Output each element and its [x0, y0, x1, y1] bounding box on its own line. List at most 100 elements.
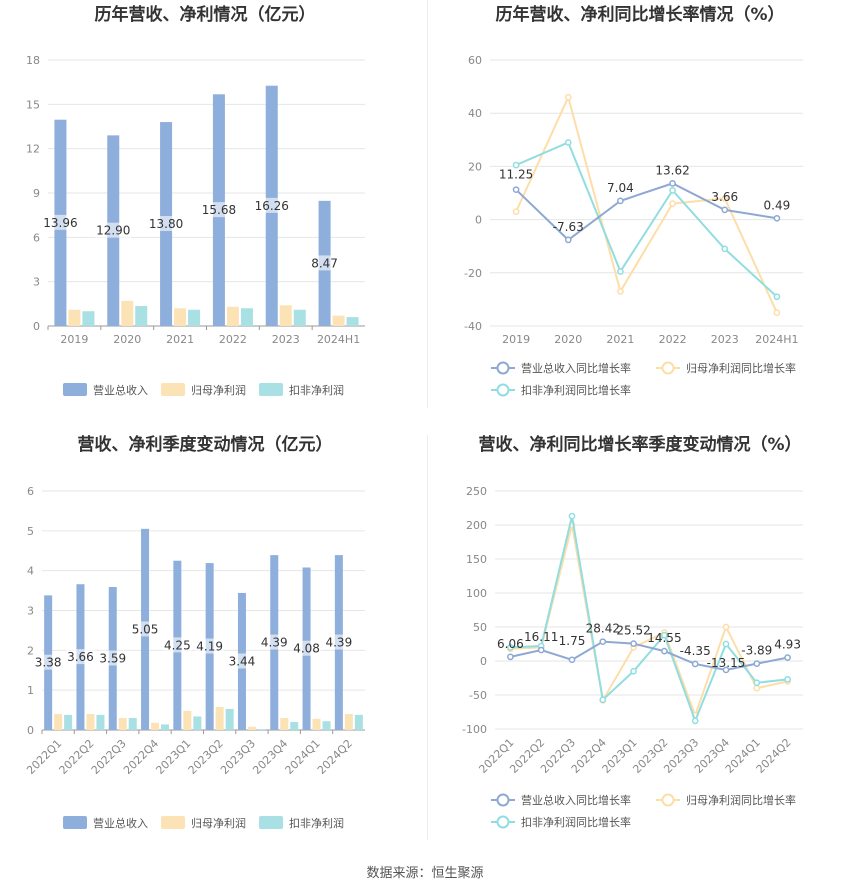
y-tick-label: 60 — [468, 54, 482, 67]
bar-parent-profit — [183, 710, 192, 730]
y-tick-label: 0 — [480, 655, 487, 668]
panel-divider — [427, 435, 428, 840]
data-label: 3.66 — [67, 650, 94, 664]
x-tick-label: 2024Q1 — [283, 737, 323, 777]
y-tick-label: 0 — [475, 214, 482, 227]
x-tick-label: 2020 — [113, 333, 141, 346]
legend-label: 扣非净利润同比增长率 — [521, 815, 631, 829]
legend-label: 扣非净利润 — [289, 383, 344, 397]
series-point — [722, 640, 730, 648]
bar-parent-profit — [215, 706, 224, 730]
series-line — [510, 515, 788, 724]
quarterly-amount-panel: 营收、净利季度变动情况（亿元） 0 1 2 3 4 5 6 2022Q1 3.38 2022Q2 3.… — [0, 425, 425, 855]
series-point — [599, 696, 607, 704]
x-tick-label: 2021 — [166, 333, 194, 346]
data-label: 3.59 — [99, 651, 126, 665]
x-tick-label: 2023 — [711, 333, 739, 346]
series-point — [617, 268, 624, 275]
data-label: 13.96 — [43, 216, 77, 230]
y-tick-label: -100 — [462, 723, 487, 736]
x-tick-label: 2023Q3 — [218, 737, 258, 777]
annual-amount-chart: 历年营收、净利情况（亿元） 0 3 6 9 12 15 18 2019 13.96 2020 12.9… — [26, 4, 365, 397]
bar-deducted-profit — [64, 714, 73, 730]
series-point — [784, 654, 791, 661]
series-point — [669, 200, 676, 207]
x-tick-label: 2021 — [606, 333, 634, 346]
x-tick-label: 2022Q3 — [89, 737, 129, 777]
legend-marker — [496, 361, 510, 375]
legend-swatch — [161, 816, 185, 829]
bar-parent-profit — [332, 315, 345, 326]
y-tick-label: -40 — [464, 320, 482, 333]
panel-divider — [427, 0, 428, 408]
series-point — [512, 186, 520, 194]
data-label: 11.25 — [499, 168, 533, 182]
series-point — [568, 656, 576, 664]
series-point — [661, 631, 668, 639]
bar-parent-profit — [174, 308, 187, 326]
x-tick-label: 2022Q4 — [121, 737, 161, 777]
annual-amount-panel: 历年营收、净利情况（亿元） 0 3 6 9 12 15 18 2019 13.96 2020 12.9… — [0, 0, 425, 420]
series-point — [617, 197, 624, 205]
series-line — [515, 141, 778, 298]
series-point — [599, 638, 607, 646]
legend-label: 归母净利润 — [191, 816, 246, 830]
data-label: 3.44 — [229, 654, 256, 668]
annual-growth-panel: 历年营收、净利同比增长率情况（%） -40 -20 0 20 40 60 2019 2020 20… — [425, 0, 850, 420]
bar-deducted-profit — [188, 309, 201, 326]
x-tick-label: 2019 — [502, 333, 530, 346]
legend-label: 营业总收入 — [93, 383, 148, 397]
data-label: -3.89 — [741, 644, 772, 658]
legend-marker — [496, 383, 510, 397]
legend-marker — [496, 815, 510, 829]
data-label: 15.68 — [202, 203, 236, 217]
y-tick-label: 200 — [466, 519, 487, 532]
x-tick-label: 2023Q1 — [153, 737, 193, 777]
y-tick-label: 50 — [473, 621, 487, 634]
series-point — [669, 186, 676, 194]
legend-marker — [661, 793, 675, 807]
series-point — [773, 293, 781, 301]
data-label: 16.11 — [524, 630, 558, 644]
legend-label: 扣非净利润同比增长率 — [521, 383, 631, 397]
bar-deducted-profit — [293, 309, 306, 326]
data-label: 3.66 — [711, 190, 738, 204]
y-tick-label: 4 — [27, 565, 34, 578]
series-line — [510, 640, 788, 671]
data-label: 4.25 — [164, 638, 191, 652]
series-point — [753, 684, 761, 692]
x-tick-label: 2019 — [60, 333, 88, 346]
y-tick-label: 150 — [466, 553, 487, 566]
legend-label: 扣非净利润 — [289, 816, 344, 830]
series-point — [568, 512, 576, 520]
data-label: 4.19 — [196, 640, 223, 654]
bar-deducted-profit — [128, 718, 137, 730]
legend-swatch — [259, 816, 283, 829]
legend-label: 归母净利润 — [191, 383, 246, 397]
series-point — [617, 288, 624, 295]
y-tick-label: 3 — [33, 276, 40, 289]
series-point — [507, 653, 514, 661]
quarterly-growth-chart: 营收、净利同比增长率季度变动情况（%） -100 -50 0 50 100 150 200 25… — [462, 434, 803, 829]
data-label: 3.38 — [35, 656, 62, 670]
y-tick-label: 2 — [27, 644, 34, 657]
bar-deducted-profit — [96, 714, 105, 730]
y-tick-label: 18 — [26, 54, 40, 67]
y-tick-label: 20 — [468, 160, 482, 173]
data-label: 28.42 — [586, 622, 620, 636]
data-source-footer: 数据来源：恒生聚源 — [366, 866, 484, 881]
series-point — [721, 194, 729, 202]
annual-growth-chart: 历年营收、净利同比增长率情况（%） -40 -20 0 20 40 60 2019 2020 20… — [464, 4, 803, 397]
bar-parent-profit — [121, 300, 134, 326]
data-label-bg — [259, 634, 289, 650]
bar-deducted-profit — [240, 308, 253, 326]
bar-deducted-profit — [161, 724, 170, 730]
data-label-bg — [227, 653, 257, 669]
legend-marker — [661, 361, 675, 375]
bar-parent-profit — [312, 718, 321, 730]
quarterly-amount-chart: 营收、净利季度变动情况（亿元） 0 1 2 3 4 5 6 2022Q1 3.38 2022Q2 3.… — [24, 434, 365, 830]
series-point — [753, 660, 761, 667]
series-point — [564, 93, 572, 101]
data-label: -13.15 — [707, 656, 746, 670]
bar-parent-profit — [86, 714, 95, 730]
